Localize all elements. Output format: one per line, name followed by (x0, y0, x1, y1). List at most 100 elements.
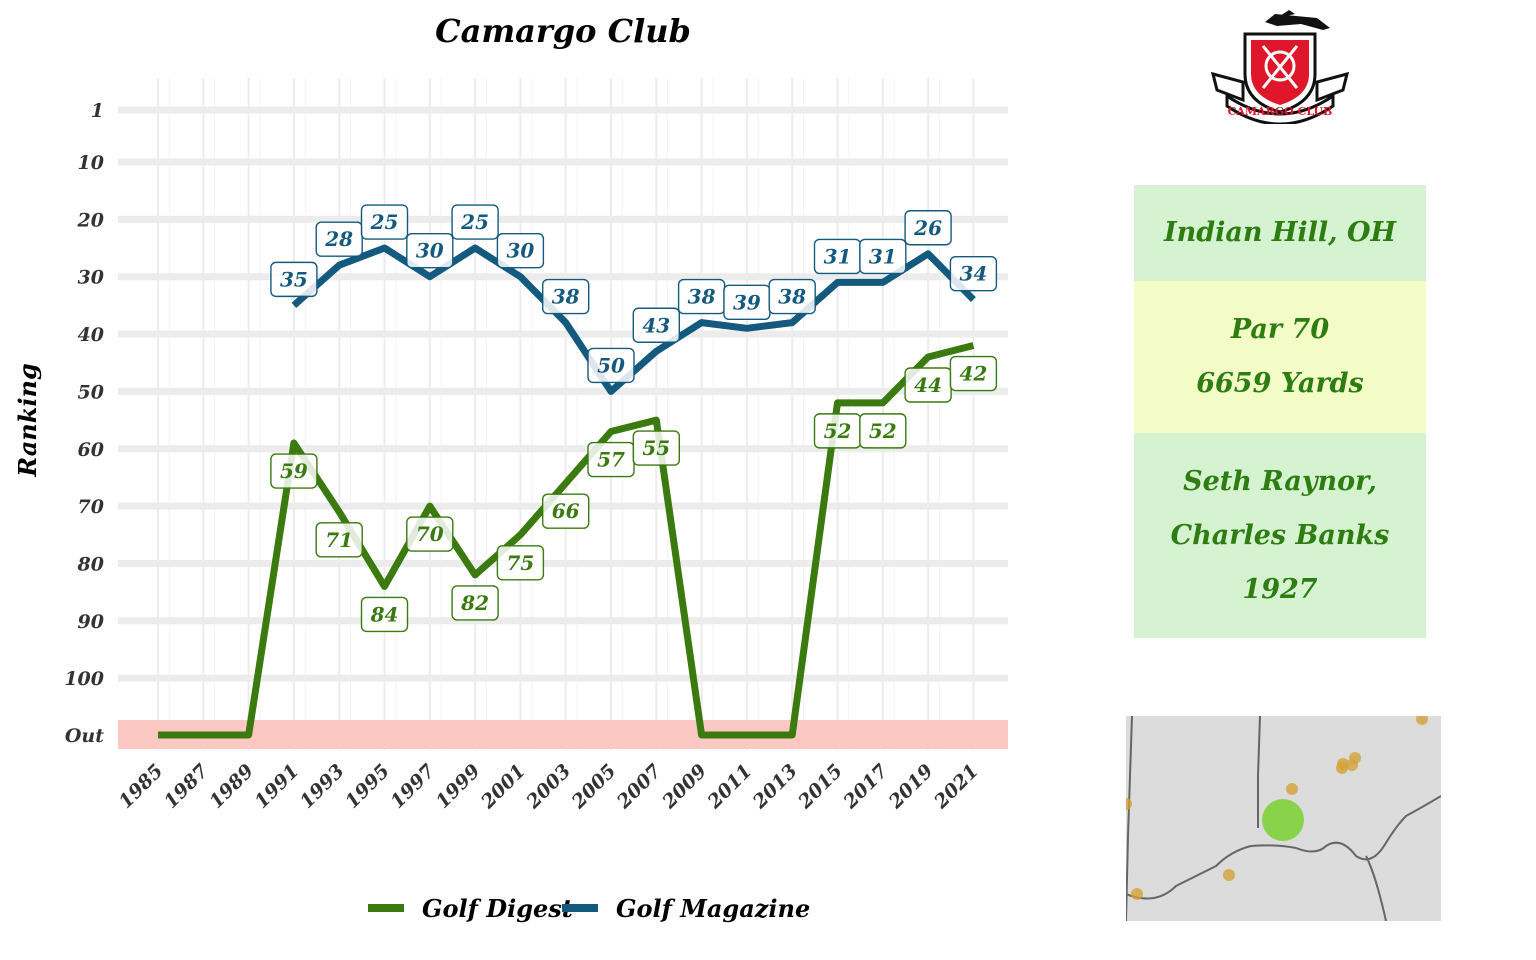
data-label: 25 (360, 204, 409, 240)
series-line (158, 342, 975, 739)
data-label: 71 (315, 522, 363, 558)
data-label: 70 (406, 516, 454, 552)
legend: Golf Digest Golf Magazine (368, 894, 810, 923)
x-tick-label: 1995 (341, 760, 394, 813)
location-map (1126, 716, 1441, 921)
data-labels: 59 71 84 70 82 75 66 57 55 52 52 44 42 35 28 25 30 25 30 38… (270, 204, 998, 633)
data-label: 66 (542, 493, 590, 529)
data-label: 34 (949, 255, 998, 292)
data-label: 44 (904, 367, 952, 403)
data-label: 35 (270, 261, 318, 298)
data-label-text: 31 (869, 244, 897, 268)
data-label: 55 (632, 430, 680, 466)
data-label: 43 (632, 307, 680, 343)
y-tick-label: 30 (78, 267, 104, 289)
data-label-text: 38 (552, 285, 580, 309)
data-label-text: 39 (733, 290, 761, 314)
data-label-text: 43 (642, 313, 670, 337)
data-label: 38 (677, 278, 726, 315)
year-text: 1927 (1242, 573, 1318, 605)
data-label-text: 55 (642, 436, 670, 460)
x-tick-label: 2019 (884, 760, 938, 814)
info-location: Indian Hill, OH (1134, 185, 1426, 281)
info-architects: Seth Raynor, Charles Banks 1927 (1134, 433, 1426, 638)
data-label-text: 66 (552, 499, 580, 523)
x-tick-label: 2009 (657, 760, 711, 814)
data-label: 26 (904, 210, 952, 246)
data-label-text: 28 (324, 227, 353, 251)
x-tick-label: 2015 (793, 760, 847, 814)
x-tick-label: 2021 (929, 760, 983, 814)
y-tick-label: 40 (78, 324, 104, 346)
data-label: 25 (451, 204, 499, 240)
out-band (118, 720, 1008, 749)
yards-text: 6659 Yards (1196, 368, 1364, 399)
data-label: 42 (949, 355, 998, 392)
data-label-text: 52 (869, 419, 897, 443)
x-tick-label: 2011 (703, 760, 757, 814)
data-label: 38 (542, 278, 590, 315)
y-tick-label: 90 (78, 611, 104, 633)
x-axis-ticks: 1985198719891991199319951997199920012003… (115, 760, 983, 814)
info-par-yards: Par 70 6659 Yards (1134, 281, 1426, 433)
data-label-text: 44 (914, 373, 942, 397)
data-label: 31 (813, 238, 862, 275)
data-label-text: 59 (280, 459, 308, 483)
par-text: Par 70 (1230, 314, 1330, 345)
y-tick-label: 100 (64, 668, 104, 690)
data-label: 39 (723, 284, 771, 321)
data-label-text: 70 (416, 522, 444, 546)
data-label: 31 (859, 238, 907, 275)
y-tick-label: 10 (78, 152, 104, 174)
x-tick-label: 2003 (522, 760, 576, 814)
data-label: 52 (813, 413, 862, 449)
architect-line-2: Charles Banks (1170, 519, 1390, 551)
data-label: 28 (315, 221, 363, 257)
data-label-text: 82 (460, 591, 489, 615)
data-label-text: 75 (506, 551, 534, 575)
x-tick-label: 1987 (160, 760, 213, 813)
data-label-text: 42 (959, 362, 987, 386)
legend-label: Golf Digest (422, 894, 573, 923)
grid (118, 78, 1008, 750)
chart-title: Camargo Club (435, 12, 691, 50)
y-tick-label: Out (65, 725, 104, 747)
data-label-text: 52 (824, 419, 852, 443)
camargo-club-logo: CAMARGO CLUB (1205, 4, 1355, 128)
data-label-text: 38 (778, 285, 806, 309)
data-label: 75 (496, 545, 545, 581)
data-label: 59 (270, 453, 318, 489)
y-tick-label: 80 (77, 553, 104, 575)
data-label-text: 25 (370, 210, 399, 234)
x-tick-label: 2001 (476, 760, 530, 814)
data-label-text: 30 (506, 239, 534, 263)
data-label: 57 (587, 441, 635, 478)
data-label-text: 84 (370, 602, 399, 626)
data-label-text: 30 (416, 239, 444, 263)
data-label: 52 (859, 413, 907, 449)
y-tick-label: 70 (78, 496, 104, 518)
data-label-text: 31 (824, 244, 852, 268)
architect-line-1: Seth Raynor, (1183, 465, 1377, 497)
x-tick-label: 2017 (839, 760, 893, 814)
x-tick-label: 1993 (296, 760, 349, 813)
legend-label: Golf Magazine (616, 894, 810, 923)
data-label: 30 (406, 232, 454, 269)
logo-text: CAMARGO CLUB (1228, 105, 1333, 118)
data-label: 50 (587, 347, 635, 384)
x-tick-label: 1989 (205, 760, 258, 813)
data-label: 38 (768, 278, 816, 315)
data-label-text: 57 (597, 448, 625, 472)
x-tick-label: 1997 (386, 760, 439, 813)
y-tick-label: 50 (78, 381, 104, 403)
data-label-text: 38 (688, 285, 716, 309)
y-axis-ticks: 1 10 20 30 40 50 60 70 80 90 100 Out (64, 100, 104, 747)
x-tick-label: 1999 (432, 760, 485, 813)
x-tick-label: 2005 (567, 760, 621, 814)
location-text: Indian Hill, OH (1163, 217, 1397, 248)
y-tick-label: 1 (91, 100, 104, 122)
data-label-text: 25 (460, 210, 489, 234)
data-label-text: 34 (959, 262, 987, 286)
data-label-text: 50 (597, 353, 625, 377)
data-label-text: 35 (280, 267, 308, 291)
